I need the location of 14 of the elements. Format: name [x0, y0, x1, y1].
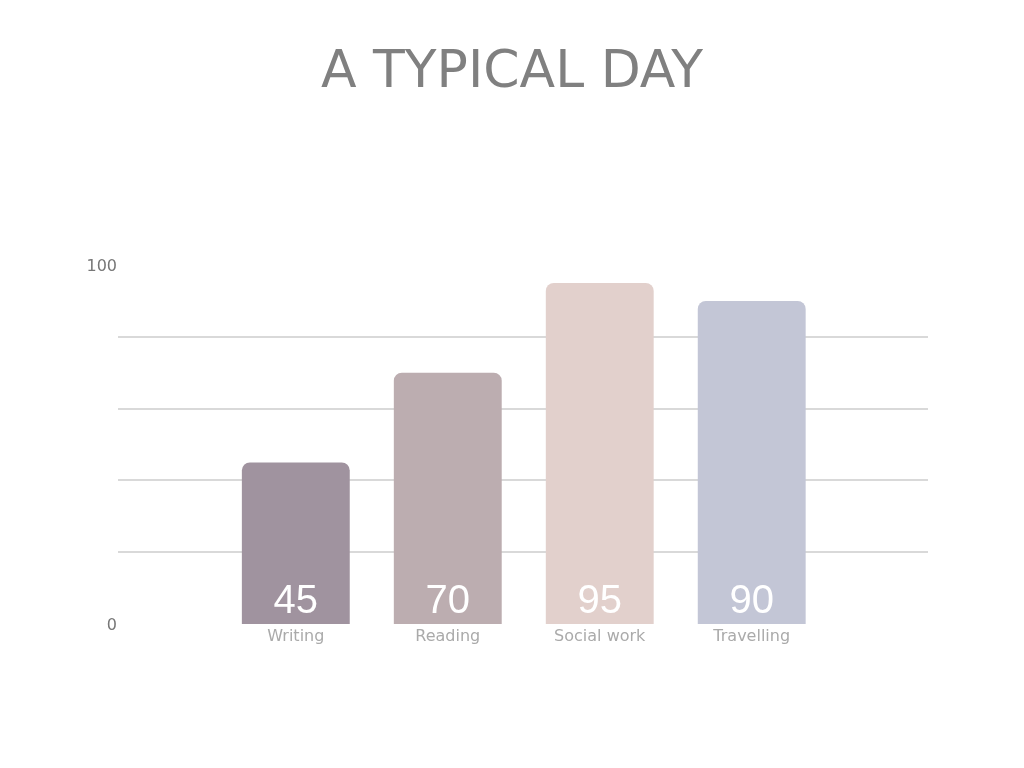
x-tick-label: Social work [554, 626, 647, 645]
x-tick-label: Writing [267, 626, 325, 645]
x-tick-label: Reading [415, 626, 481, 645]
x-tick-label: Travelling [712, 626, 791, 645]
bar [393, 372, 502, 624]
bar [545, 282, 654, 624]
data-label: 70 [425, 577, 471, 621]
y-tick-label: 100 [86, 255, 117, 275]
bar [697, 300, 806, 624]
bar [241, 462, 350, 624]
data-label: 45 [273, 577, 319, 621]
data-label: 90 [729, 577, 774, 621]
chart-title: A TYPICAL DAY [320, 39, 704, 100]
y-tick-label: 0 [106, 614, 117, 634]
